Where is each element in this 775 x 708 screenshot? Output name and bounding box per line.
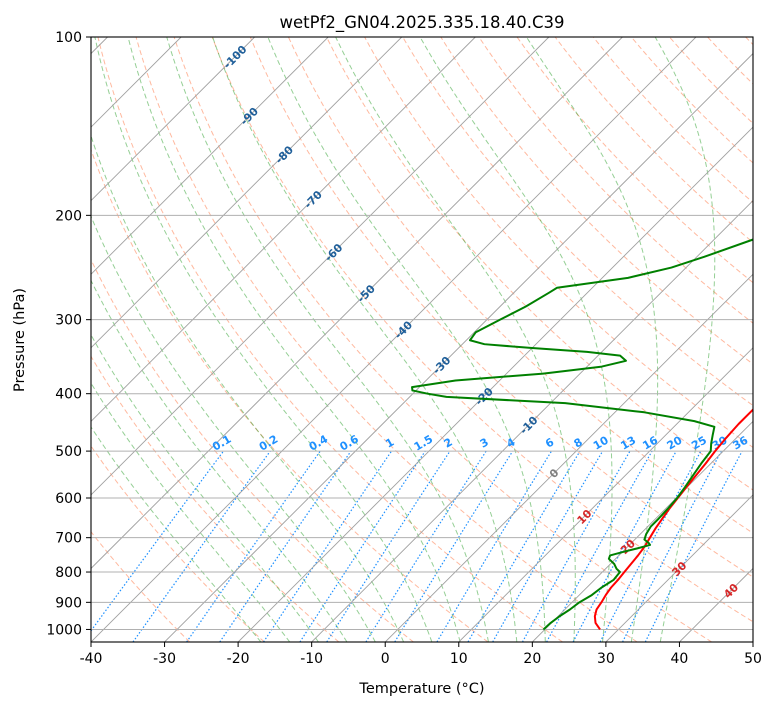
isotherm-line [91, 37, 550, 496]
x-tick-label: 10 [450, 651, 468, 667]
dry-adiabat-line [91, 531, 191, 642]
dry-adiabat-line [326, 37, 753, 491]
y-tick-label: 1000 [46, 622, 82, 638]
plot-frame [90, 36, 754, 643]
x-tick-label: 30 [597, 651, 615, 667]
mixing-ratio-line [263, 450, 393, 642]
y-tick-label: 800 [55, 565, 82, 581]
dry-adiabat-line [249, 37, 753, 578]
dewpoint-profile-line [411, 238, 753, 631]
mixing-ratio-line [91, 450, 225, 632]
dry-adiabat-line [211, 37, 753, 623]
mixing-ratio-line [219, 450, 352, 642]
moist-adiabat-line [419, 37, 613, 642]
mixing-ratio-line [599, 450, 702, 642]
mixing-ratio-line [186, 450, 321, 642]
isotherm-line [605, 494, 753, 642]
isotherm-line [532, 420, 753, 642]
moist-adiabat-line [91, 215, 376, 642]
dry-adiabat-line [91, 148, 489, 642]
isotherm-line [237, 126, 753, 642]
y-tick-label: 400 [55, 387, 82, 403]
mixing-ratio-line [365, 450, 487, 642]
isotherm-line [91, 37, 697, 642]
mixing-ratio-line [326, 450, 451, 642]
axis-ticks: -40 -30 -20 -10 0 10 20 30 40 50 100 200 300 400 500 60… [46, 30, 762, 667]
moist-adiabat-line [267, 37, 546, 642]
y-tick-label: 700 [55, 531, 82, 547]
y-tick-label: 200 [55, 208, 82, 224]
y-axis-label: Pressure (hPa) [12, 288, 28, 392]
y-tick-label: 100 [55, 30, 82, 46]
isotherm-line [91, 37, 623, 570]
moist-adiabat-line [91, 134, 405, 642]
dry-adiabat-line [478, 37, 753, 324]
dry-adiabat-line [516, 37, 753, 284]
moist-adiabat-line [335, 37, 576, 642]
x-tick-label: -40 [80, 651, 103, 667]
isotherm-line [91, 37, 403, 349]
dry-adiabat-line [135, 37, 638, 642]
y-tick-label: 900 [55, 595, 82, 611]
dry-adiabat-line [97, 37, 563, 642]
mixing-ratio-line [132, 450, 271, 642]
moist-adiabat-line [166, 37, 489, 642]
x-tick-label: -10 [300, 651, 323, 667]
dry-adiabat-line [91, 445, 265, 642]
mixing-ratio-line [622, 450, 722, 642]
isotherm-line [91, 37, 329, 275]
mixing-ratio-lines [91, 450, 743, 642]
chart-title: wetPf2_GN04.2025.335.18.40.C39 [280, 13, 565, 33]
moist-adiabat-line [526, 37, 659, 642]
x-tick-label: 50 [744, 651, 762, 667]
moist-adiabats [91, 37, 716, 642]
isotherm-line [91, 37, 476, 422]
x-tick-label: 20 [523, 651, 541, 667]
mixing-ratio-line [436, 450, 553, 642]
x-tick-label: -20 [227, 651, 250, 667]
y-tick-label: 500 [55, 444, 82, 460]
y-tick-label: 300 [55, 313, 82, 329]
mixing-ratio-line [394, 450, 514, 642]
isotherm-line [91, 37, 255, 202]
moist-adiabat-line [91, 333, 319, 642]
moist-adiabat-line [127, 37, 461, 642]
mixing-ratio-line [521, 450, 631, 642]
x-axis-label: Temperature (°C) [358, 681, 484, 697]
temperature-profile-line [593, 408, 753, 631]
y-tick-label: 600 [55, 491, 82, 507]
dry-adiabat-line [91, 355, 340, 642]
x-tick-label: -30 [153, 651, 176, 667]
dry-adiabat-line [173, 37, 713, 642]
pressure-gridlines [91, 37, 753, 630]
sounding-series [411, 238, 753, 631]
moist-adiabat-line [654, 37, 716, 642]
isotherm-line [311, 200, 753, 642]
x-tick-label: 40 [671, 651, 689, 667]
mixing-ratio-line [299, 450, 426, 642]
moist-adiabat-line [212, 37, 518, 642]
moist-adiabat-line [94, 37, 433, 642]
skewed-isotherms [91, 37, 753, 642]
isotherm-line [458, 347, 753, 642]
dry-adiabats [91, 37, 753, 642]
mixing-ratio-line [546, 450, 653, 642]
isotherm-line [384, 273, 753, 642]
x-tick-label: 0 [381, 651, 390, 667]
isotherm-line [164, 52, 753, 642]
mixing-ratio-line [644, 450, 743, 642]
moist-adiabat-line [91, 426, 262, 642]
